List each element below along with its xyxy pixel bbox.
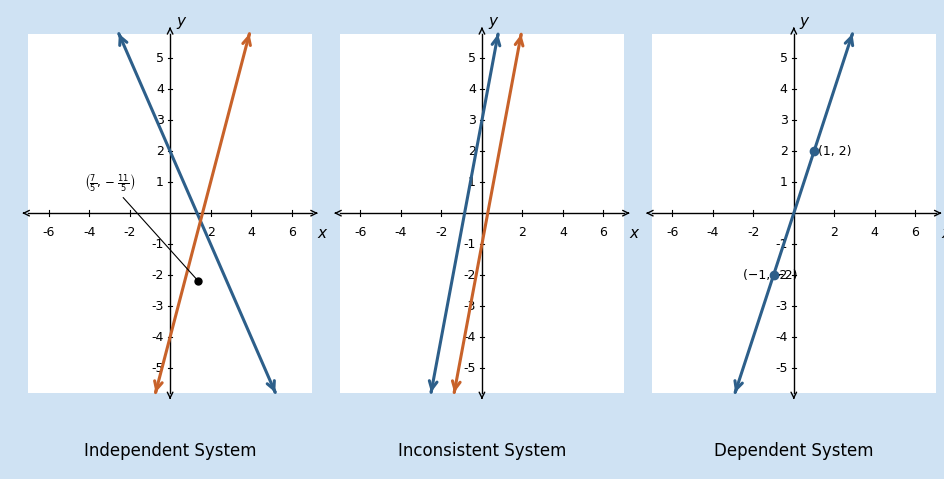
- Text: 5: 5: [467, 52, 476, 65]
- Text: Independent System: Independent System: [84, 442, 256, 460]
- Text: Dependent System: Dependent System: [714, 442, 872, 460]
- Text: (−1, −2): (−1, −2): [742, 269, 797, 282]
- Text: 3: 3: [779, 114, 787, 127]
- Text: -4: -4: [463, 331, 476, 343]
- Text: 6: 6: [910, 226, 919, 239]
- Text: 4: 4: [559, 226, 566, 239]
- Text: 4: 4: [156, 83, 164, 96]
- Text: y: y: [487, 13, 497, 29]
- Text: -5: -5: [151, 362, 164, 375]
- Text: 2: 2: [156, 145, 164, 158]
- Text: -3: -3: [774, 299, 787, 313]
- Text: -5: -5: [463, 362, 476, 375]
- Text: y: y: [176, 13, 185, 29]
- Text: (1, 2): (1, 2): [818, 145, 851, 158]
- Text: 5: 5: [156, 52, 164, 65]
- Text: 1: 1: [779, 176, 787, 189]
- Text: 5: 5: [779, 52, 787, 65]
- Text: -2: -2: [124, 226, 136, 239]
- Text: -2: -2: [435, 226, 447, 239]
- Text: -2: -2: [747, 226, 759, 239]
- Text: $\left(\frac{7}{5}, -\frac{11}{5}\right)$: $\left(\frac{7}{5}, -\frac{11}{5}\right)…: [84, 171, 196, 279]
- Text: 3: 3: [467, 114, 476, 127]
- Text: 1: 1: [156, 176, 164, 189]
- Text: x: x: [629, 226, 637, 240]
- Text: 4: 4: [779, 83, 787, 96]
- Text: -3: -3: [151, 299, 164, 313]
- Text: 6: 6: [598, 226, 607, 239]
- Text: 2: 2: [467, 145, 476, 158]
- Text: y: y: [799, 13, 808, 29]
- Text: 4: 4: [247, 226, 255, 239]
- Text: 1: 1: [467, 176, 476, 189]
- Text: x: x: [940, 226, 944, 240]
- Text: 3: 3: [156, 114, 164, 127]
- Text: -4: -4: [706, 226, 718, 239]
- Text: -6: -6: [42, 226, 55, 239]
- Text: -1: -1: [774, 238, 787, 251]
- Text: 4: 4: [467, 83, 476, 96]
- Text: 2: 2: [779, 145, 787, 158]
- Text: -4: -4: [83, 226, 95, 239]
- Text: x: x: [317, 226, 326, 240]
- Text: 2: 2: [518, 226, 526, 239]
- Text: -2: -2: [151, 269, 164, 282]
- Text: -4: -4: [774, 331, 787, 343]
- Text: Inconsistent System: Inconsistent System: [397, 442, 565, 460]
- Text: -4: -4: [395, 226, 407, 239]
- Text: -1: -1: [151, 238, 164, 251]
- Text: 6: 6: [287, 226, 295, 239]
- Text: -1: -1: [463, 238, 476, 251]
- Text: -5: -5: [774, 362, 787, 375]
- Text: -2: -2: [774, 269, 787, 282]
- Text: -4: -4: [151, 331, 164, 343]
- Text: -2: -2: [463, 269, 476, 282]
- Text: -6: -6: [354, 226, 366, 239]
- Text: 2: 2: [830, 226, 837, 239]
- Text: 4: 4: [870, 226, 878, 239]
- Text: -3: -3: [463, 299, 476, 313]
- Text: 2: 2: [207, 226, 214, 239]
- Text: -6: -6: [666, 226, 678, 239]
